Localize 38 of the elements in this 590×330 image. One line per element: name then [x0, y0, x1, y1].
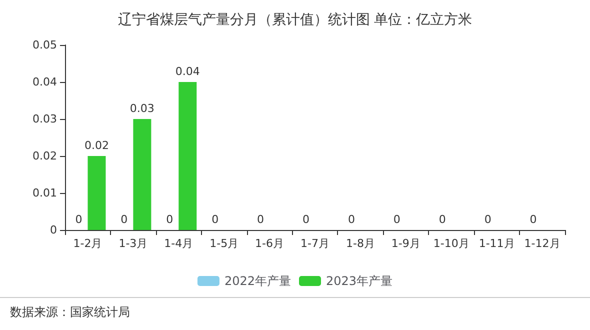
legend-label: 2023年产量 [326, 274, 393, 288]
source-note: 数据来源：国家统计局 [10, 304, 130, 321]
data-label: 0 [348, 213, 355, 226]
data-label: 0 [484, 213, 492, 226]
bar [178, 82, 197, 230]
legend-label: 2022年产量 [224, 274, 292, 288]
data-label: 0 [393, 213, 400, 226]
y-tick-label: 0.04 [32, 76, 57, 88]
data-label: 0 [302, 213, 310, 226]
data-label: 0 [438, 213, 446, 226]
y-tick-label: 0.03 [32, 112, 57, 126]
x-tick-label: 1-7月 [300, 237, 330, 250]
x-tick-label: 1-2月 [73, 237, 102, 250]
bar [133, 119, 152, 230]
data-label: 0 [530, 213, 537, 226]
data-label: 0 [257, 213, 264, 226]
data-label: 0.02 [84, 139, 109, 152]
x-tick-label: 1-3月 [118, 237, 148, 250]
x-tick-label: 1-11月 [478, 237, 515, 250]
y-tick-label: 0.01 [32, 186, 57, 200]
y-tick-label: 0 [50, 224, 57, 236]
data-label: 0 [120, 213, 128, 226]
x-tick-label: 1-9月 [391, 237, 420, 250]
x-tick-label: 1-12月 [524, 237, 560, 250]
x-tick-label: 1-10月 [433, 237, 470, 250]
x-tick-label: 1-8月 [346, 237, 375, 250]
x-tick-label: 1-5月 [210, 237, 239, 250]
data-label: 0.03 [130, 102, 154, 115]
data-label: 0 [166, 213, 174, 226]
y-tick-label: 0.05 [32, 38, 57, 52]
bar [88, 156, 106, 230]
data-label: 0 [75, 213, 82, 226]
data-label: 0.04 [175, 65, 200, 78]
y-tick-label: 0.02 [32, 150, 57, 162]
data-label: 0 [212, 213, 219, 226]
chart-title: 辽宁省煤层气产量分月（累计值）统计图 单位：亿立方米 [118, 12, 472, 28]
x-tick-label: 1-6月 [255, 237, 284, 250]
x-tick-label: 1-4月 [164, 237, 194, 250]
